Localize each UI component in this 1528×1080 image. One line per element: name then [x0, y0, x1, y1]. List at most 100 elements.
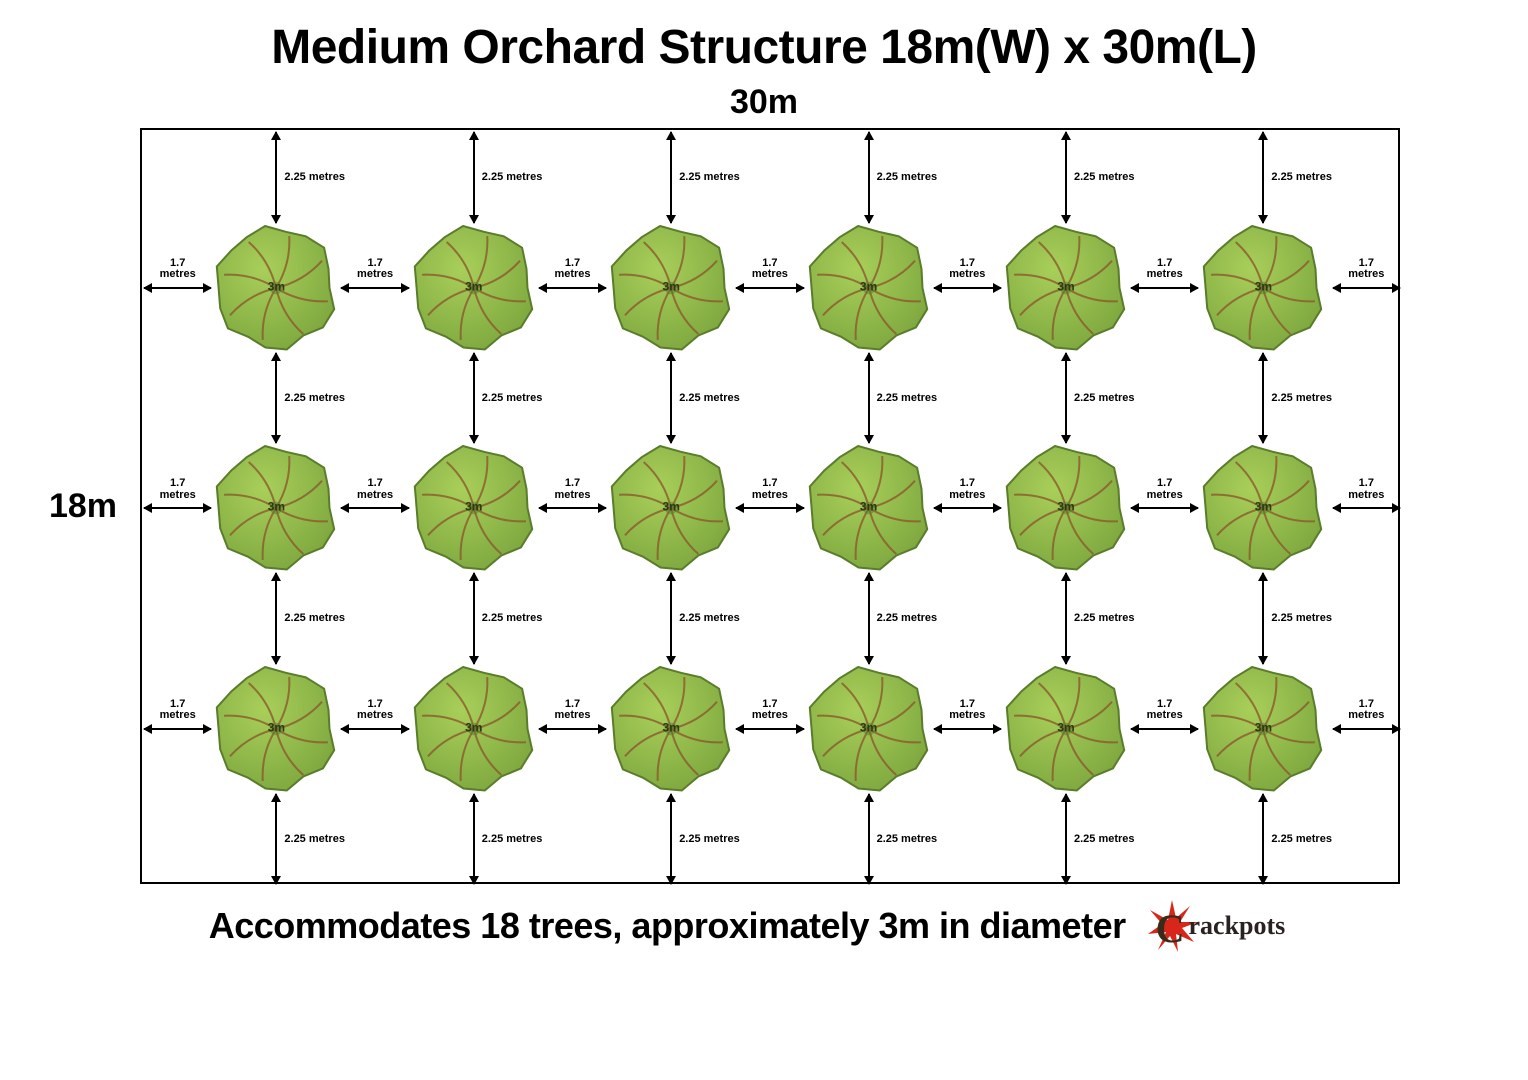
h-spacing-arrow — [1333, 507, 1400, 509]
tree-icon: 3m — [1003, 666, 1129, 792]
v-spacing-label: 2.25 metres — [877, 392, 938, 404]
tree-icon: 3m — [213, 445, 339, 571]
h-spacing-label: 1.7metres — [160, 698, 196, 721]
tree-icon: 3m — [608, 225, 734, 351]
h-spacing-arrow — [341, 507, 408, 509]
tree-icon: 3m — [411, 666, 537, 792]
tree-diameter-label: 3m — [663, 720, 680, 734]
tree-icon: 3m — [806, 225, 932, 351]
h-spacing-label: 1.7metres — [1147, 257, 1183, 280]
tree-diameter-label: 3m — [268, 279, 285, 293]
v-spacing-arrow — [473, 573, 475, 664]
v-spacing-arrow — [473, 353, 475, 444]
left-dimension-label: 18m — [38, 487, 128, 526]
tree-icon: 3m — [1200, 225, 1326, 351]
tree-icon: 3m — [1003, 225, 1129, 351]
v-spacing-arrow — [868, 794, 870, 885]
h-spacing-arrow — [1333, 728, 1400, 730]
v-spacing-label: 2.25 metres — [1074, 392, 1135, 404]
h-spacing-arrow — [736, 287, 803, 289]
h-spacing-arrow — [144, 507, 211, 509]
h-spacing-label: 1.7metres — [1147, 478, 1183, 501]
h-spacing-arrow — [736, 728, 803, 730]
h-spacing-arrow — [144, 287, 211, 289]
tree-diameter-label: 3m — [1255, 500, 1272, 514]
v-spacing-label: 2.25 metres — [482, 612, 543, 624]
v-spacing-label: 2.25 metres — [1074, 833, 1135, 845]
tree-diameter-label: 3m — [663, 500, 680, 514]
v-spacing-arrow — [1065, 794, 1067, 885]
v-spacing-arrow — [275, 132, 277, 223]
h-spacing-arrow — [341, 287, 408, 289]
h-spacing-arrow — [1131, 507, 1198, 509]
h-spacing-label: 1.7metres — [752, 478, 788, 501]
h-spacing-label: 1.7metres — [554, 698, 590, 721]
tree-icon: 3m — [213, 666, 339, 792]
orchard-plot: 3m 3m 3m 3m — [140, 128, 1400, 884]
tree-icon: 3m — [213, 225, 339, 351]
v-spacing-label: 2.25 metres — [679, 392, 740, 404]
v-spacing-arrow — [275, 794, 277, 885]
v-spacing-label: 2.25 metres — [679, 833, 740, 845]
v-spacing-label: 2.25 metres — [1074, 612, 1135, 624]
tree-diameter-label: 3m — [1255, 279, 1272, 293]
v-spacing-arrow — [1065, 132, 1067, 223]
v-spacing-arrow — [473, 794, 475, 885]
tree-diameter-label: 3m — [1057, 720, 1074, 734]
top-dimension-label: 30m — [0, 83, 1528, 122]
h-spacing-arrow — [539, 287, 606, 289]
tree-diameter-label: 3m — [1057, 500, 1074, 514]
v-spacing-label: 2.25 metres — [877, 171, 938, 183]
tree-icon: 3m — [1003, 445, 1129, 571]
tree-icon: 3m — [1200, 666, 1326, 792]
v-spacing-label: 2.25 metres — [482, 392, 543, 404]
h-spacing-label: 1.7metres — [357, 478, 393, 501]
h-spacing-arrow — [1131, 728, 1198, 730]
brand-logo: C rackpots — [1144, 898, 1320, 954]
v-spacing-label: 2.25 metres — [482, 833, 543, 845]
v-spacing-label: 2.25 metres — [1271, 833, 1332, 845]
v-spacing-label: 2.25 metres — [284, 392, 345, 404]
tree-diameter-label: 3m — [663, 279, 680, 293]
h-spacing-arrow — [934, 728, 1001, 730]
v-spacing-arrow — [275, 353, 277, 444]
tree-diameter-label: 3m — [1057, 279, 1074, 293]
footer-caption: Accommodates 18 trees, approximately 3m … — [209, 905, 1126, 947]
v-spacing-label: 2.25 metres — [1074, 171, 1135, 183]
diagram-stage: 18m 3m 3m 3m — [0, 128, 1528, 884]
v-spacing-arrow — [670, 132, 672, 223]
v-spacing-label: 2.25 metres — [679, 171, 740, 183]
v-spacing-arrow — [868, 573, 870, 664]
v-spacing-arrow — [1262, 573, 1264, 664]
tree-diameter-label: 3m — [465, 500, 482, 514]
tree-icon: 3m — [806, 666, 932, 792]
tree-icon: 3m — [608, 445, 734, 571]
v-spacing-label: 2.25 metres — [877, 612, 938, 624]
v-spacing-label: 2.25 metres — [679, 612, 740, 624]
h-spacing-label: 1.7metres — [949, 478, 985, 501]
h-spacing-arrow — [736, 507, 803, 509]
v-spacing-label: 2.25 metres — [1271, 171, 1332, 183]
tree-diameter-label: 3m — [860, 500, 877, 514]
v-spacing-arrow — [1262, 132, 1264, 223]
v-spacing-label: 2.25 metres — [877, 833, 938, 845]
h-spacing-label: 1.7metres — [752, 698, 788, 721]
brand-initial: C — [1156, 905, 1185, 952]
v-spacing-label: 2.25 metres — [284, 612, 345, 624]
v-spacing-arrow — [868, 353, 870, 444]
v-spacing-arrow — [670, 573, 672, 664]
h-spacing-label: 1.7metres — [1348, 698, 1384, 721]
h-spacing-label: 1.7metres — [160, 478, 196, 501]
h-spacing-label: 1.7metres — [554, 257, 590, 280]
tree-diameter-label: 3m — [268, 720, 285, 734]
v-spacing-arrow — [670, 353, 672, 444]
h-spacing-arrow — [934, 507, 1001, 509]
v-spacing-arrow — [670, 794, 672, 885]
tree-diameter-label: 3m — [860, 279, 877, 293]
h-spacing-label: 1.7metres — [949, 698, 985, 721]
v-spacing-label: 2.25 metres — [284, 833, 345, 845]
tree-icon: 3m — [608, 666, 734, 792]
tree-diameter-label: 3m — [268, 500, 285, 514]
tree-diameter-label: 3m — [465, 279, 482, 293]
h-spacing-label: 1.7metres — [1348, 478, 1384, 501]
